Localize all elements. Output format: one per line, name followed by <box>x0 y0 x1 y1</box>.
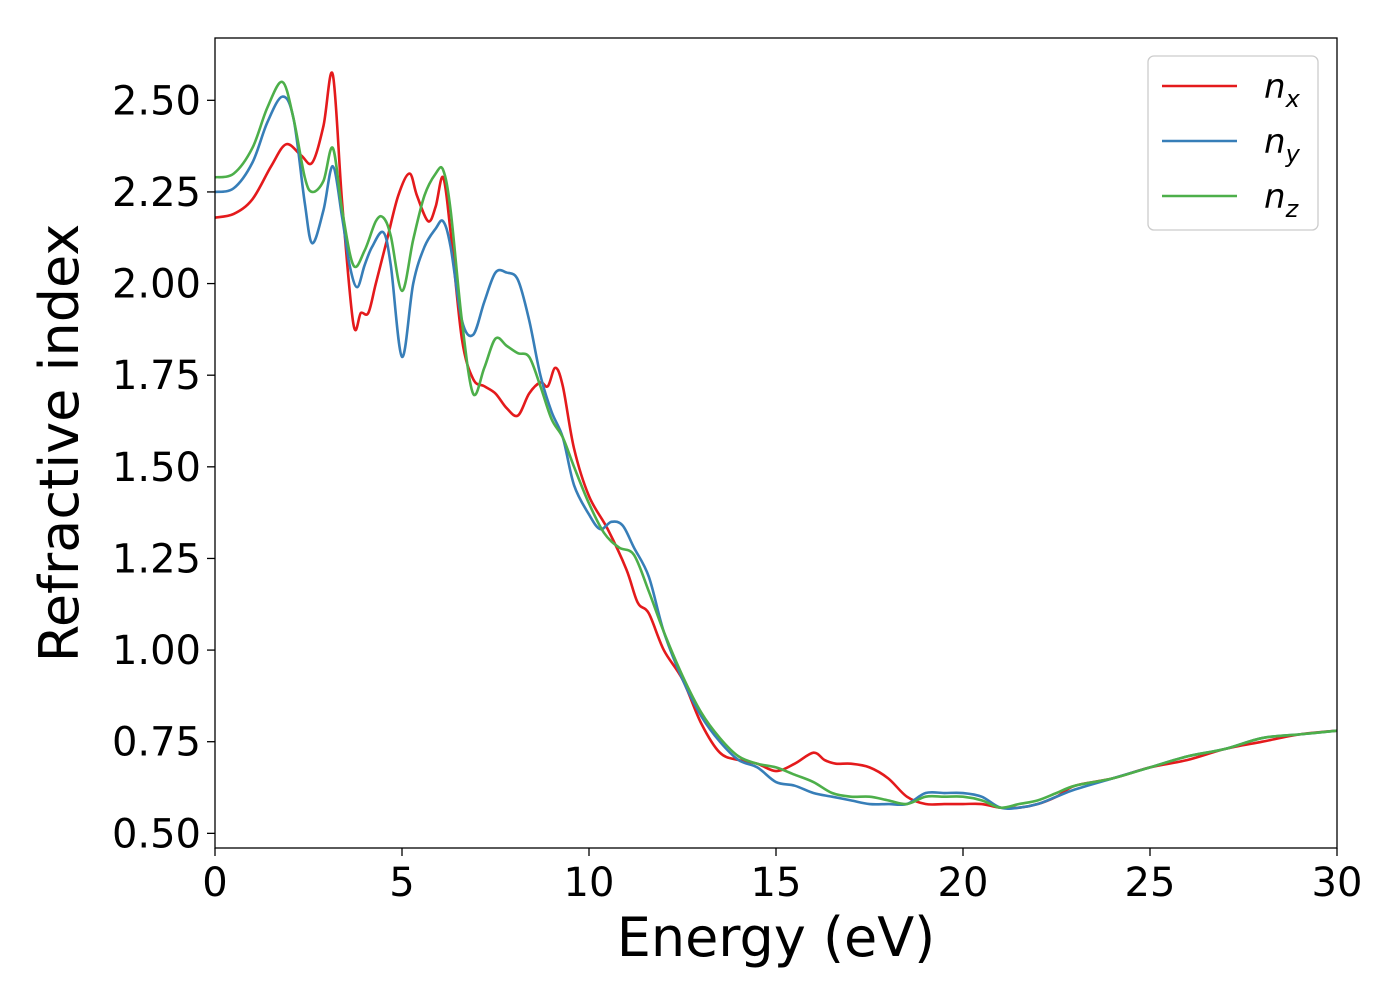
y-tick-label: 1.25 <box>112 536 201 582</box>
x-axis: 0 5 10 15 20 25 30 <box>202 848 1362 906</box>
y-axis: 0.50 0.75 1.00 1.25 1.50 1.75 2.00 2.25 2.50 <box>112 78 215 857</box>
y-tick-label: 1.75 <box>112 353 201 399</box>
y-tick-label: 2.50 <box>112 78 201 124</box>
x-tick-label: 25 <box>1125 860 1176 906</box>
x-tick-label: 15 <box>751 860 802 906</box>
legend-label-ny: ny <box>1264 122 1301 168</box>
legend-label-nz: nz <box>1264 177 1300 223</box>
y-tick-label: 0.50 <box>112 811 201 857</box>
series-line-ny <box>215 95 1337 810</box>
legend-label-nx: nx <box>1264 67 1301 113</box>
series-line-nx <box>215 71 1337 810</box>
x-tick-label: 5 <box>389 860 414 906</box>
x-tick-label: 10 <box>564 860 615 906</box>
legend-box <box>1147 55 1319 231</box>
x-axis-title: Energy (eV) <box>617 906 936 969</box>
series-line-nz <box>215 80 1337 810</box>
legend: nx ny nz <box>1147 55 1319 231</box>
y-tick-label: 2.25 <box>112 170 201 216</box>
y-tick-label: 1.50 <box>112 445 201 491</box>
series-layer <box>215 71 1337 810</box>
x-tick-label: 30 <box>1312 860 1363 906</box>
x-tick-label: 20 <box>938 860 989 906</box>
y-tick-label: 2.00 <box>112 262 201 308</box>
x-tick-label: 0 <box>202 860 227 906</box>
y-axis-title: Refractive index <box>28 224 91 663</box>
y-tick-label: 1.00 <box>112 628 201 674</box>
y-tick-label: 0.75 <box>112 720 201 766</box>
